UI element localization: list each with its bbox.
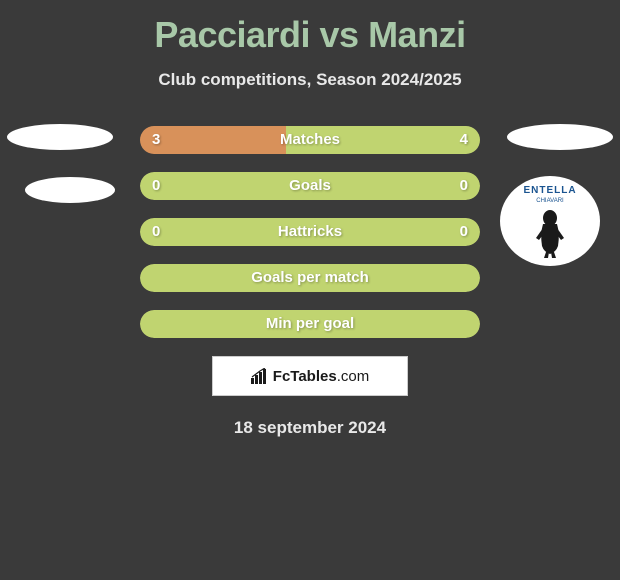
stat-row: Min per goal [140, 310, 480, 338]
subtitle: Club competitions, Season 2024/2025 [0, 70, 620, 90]
fctables-brand-thin: .com [337, 368, 370, 385]
stat-row: 00Goals [140, 172, 480, 200]
stat-label: Hattricks [140, 218, 480, 246]
stat-row: 34Matches [140, 126, 480, 154]
fctables-attribution: FcTables.com [212, 356, 408, 396]
page-title: Pacciardi vs Manzi [0, 0, 620, 56]
stat-label: Goals [140, 172, 480, 200]
stat-label: Min per goal [140, 310, 480, 338]
fctables-chart-icon [251, 368, 269, 384]
stat-row: 00Hattricks [140, 218, 480, 246]
stat-label: Matches [140, 126, 480, 154]
stats-container: 34Matches 00Goals 00Hattricks Goals per mat… [0, 126, 620, 338]
date-text: 18 september 2024 [0, 418, 620, 438]
fctables-brand-bold: FcTables [273, 368, 337, 385]
stat-label: Goals per match [140, 264, 480, 292]
stat-row: Goals per match [140, 264, 480, 292]
